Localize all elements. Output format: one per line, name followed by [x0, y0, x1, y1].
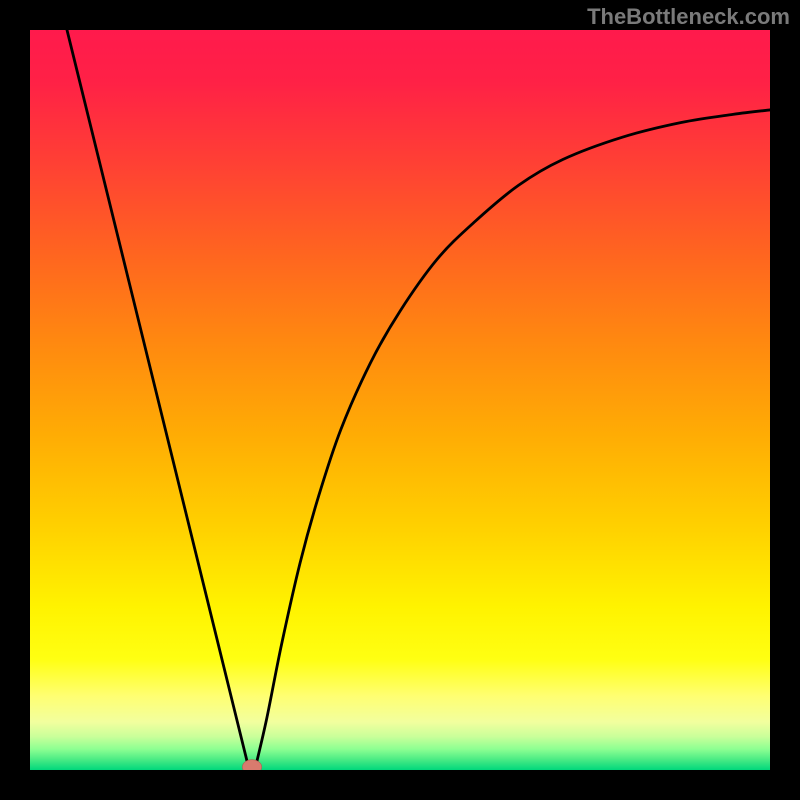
gradient-background [30, 30, 770, 770]
bottleneck-curve-chart [30, 30, 770, 770]
chart-frame: TheBottleneck.com [0, 0, 800, 800]
watermark-text: TheBottleneck.com [587, 4, 790, 30]
plot-area [30, 30, 770, 770]
